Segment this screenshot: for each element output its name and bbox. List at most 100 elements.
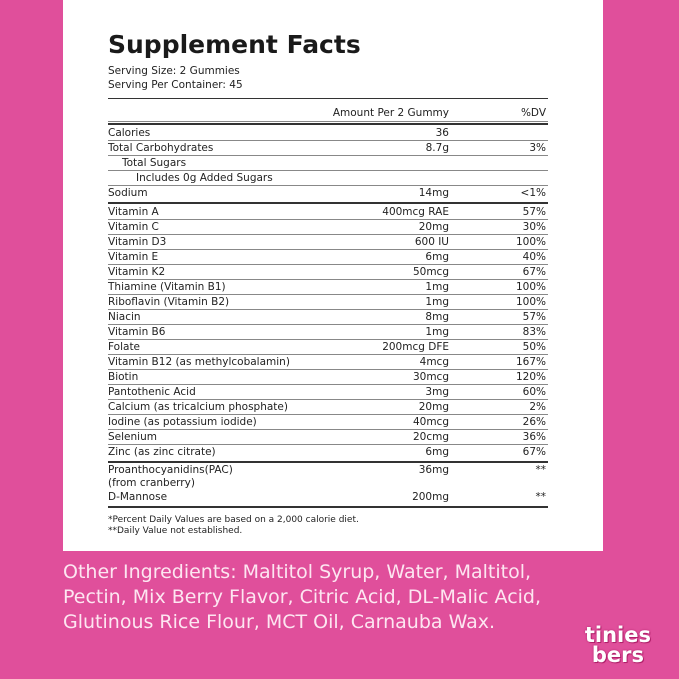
nutrient-name: Vitamin B12 (as methylcobalamin) <box>108 356 290 368</box>
amount: 1mg <box>425 326 449 338</box>
daily-value: ** <box>535 464 547 476</box>
amount: 600 IU <box>414 236 449 248</box>
daily-value: 100% <box>515 236 546 248</box>
nutrient-name: D-Mannose <box>108 491 168 503</box>
nutrient-name: Vitamin K2 <box>108 266 166 278</box>
daily-value: 60% <box>522 386 546 398</box>
table-row: Vitamin A 400mcg RAE 57% <box>108 205 548 220</box>
table-row: Iodine (as potassium iodide) 40mcg 26% <box>108 415 548 430</box>
table-row: Vitamin B6 1mg 83% <box>108 325 548 340</box>
table-row: Selenium 20cmg 36% <box>108 430 548 445</box>
nutrient-name: Calcium (as tricalcium phosphate) <box>108 401 288 413</box>
nutrient-name: Riboflavin (Vitamin B2) <box>108 296 230 308</box>
table-row: Calories 36 <box>108 126 548 141</box>
table-row: D-Mannose 200mg ** <box>108 490 548 505</box>
table-row: Pantothenic Acid 3mg 60% <box>108 385 548 400</box>
table-row: Biotin 30mcg 120% <box>108 370 548 385</box>
nutrient-name: Proanthocyanidins(PAC) <box>108 464 233 476</box>
nutrient-name: Zinc (as zinc citrate) <box>108 446 216 458</box>
daily-value: 67% <box>522 446 546 458</box>
nutrient-name: Folate <box>108 341 141 353</box>
amount: 200mcg DFE <box>382 341 449 353</box>
logo-text: bers <box>591 643 644 667</box>
column-header: %DV <box>520 107 546 119</box>
daily-value: 57% <box>522 206 546 218</box>
amount: 30mcg <box>412 371 449 383</box>
nutrient-name: Vitamin D3 <box>108 236 167 248</box>
other-ingredients: Other Ingredients: Maltitol Syrup, Water… <box>63 561 542 633</box>
amount: 6mg <box>425 446 449 458</box>
table-row: Niacin 8mg 57% <box>108 310 548 325</box>
nutrient-name: Selenium <box>108 431 157 443</box>
divider <box>108 202 548 204</box>
table-row: Vitamin C 20mg 30% <box>108 220 548 235</box>
nutrient-name: Calories <box>108 127 151 139</box>
amount: 14mg <box>418 187 449 199</box>
logo: tinies bers <box>584 623 651 667</box>
amount: 8mg <box>425 311 449 323</box>
amount: 200mg <box>412 491 449 503</box>
footnotes: *Percent Daily Values are based on a 2,0… <box>108 509 548 537</box>
logo-text: tinies <box>584 623 651 647</box>
table-header: Amount Per 2 Gummy %DV <box>108 98 548 122</box>
divider <box>108 123 548 125</box>
daily-value: 120% <box>515 371 546 383</box>
daily-value: ** <box>535 491 547 503</box>
table-row: Includes 0g Added Sugars <box>108 171 548 186</box>
amount: 4mcg <box>419 356 449 368</box>
amount: 20cmg <box>412 431 449 443</box>
nutrient-name: Vitamin C <box>108 221 159 233</box>
title: Supplement Facts <box>108 30 361 59</box>
facts-table: Amount Per 2 Gummy %DV Calories 36 Total C… <box>108 98 548 537</box>
table-row: Vitamin D3 600 IU 100% <box>108 235 548 250</box>
daily-value: 3% <box>529 142 546 154</box>
divider <box>108 461 548 463</box>
nutrient-name: Total Sugars <box>122 157 187 169</box>
daily-value: 57% <box>522 311 546 323</box>
amount: 1mg <box>425 281 449 293</box>
nutrient-name: Niacin <box>108 311 141 323</box>
nutrient-name: Thiamine (Vitamin B1) <box>108 281 226 293</box>
amount: 50mcg <box>412 266 449 278</box>
table-row: Folate 200mcg DFE 50% <box>108 340 548 355</box>
amount: 20mg <box>418 221 449 233</box>
nutrient-name: Vitamin E <box>108 251 159 263</box>
table-row: Zinc (as zinc citrate) 6mg 67% <box>108 445 548 460</box>
table-row: Proanthocyanidins(PAC) 36mg ** <box>108 464 548 477</box>
amount: 20mg <box>418 401 449 413</box>
table-row: Total Sugars <box>108 156 548 171</box>
daily-value: <1% <box>520 187 546 199</box>
amount: 36mg <box>418 464 449 476</box>
nutrient-name: Sodium <box>108 187 148 199</box>
nutrient-name: Vitamin A <box>108 206 159 218</box>
serving-per-container: Serving Per Container: 45 <box>108 79 243 91</box>
nutrient-name: Includes 0g Added Sugars <box>136 172 273 184</box>
footnote: *Percent Daily Values are based on a 2,0… <box>108 515 359 525</box>
nutrient-name: Total Carbohydrates <box>108 142 214 154</box>
daily-value: 40% <box>522 251 546 263</box>
daily-value: 100% <box>515 281 546 293</box>
column-header: Amount Per 2 Gummy <box>332 107 449 119</box>
table-row: Thiamine (Vitamin B1) 1mg 100% <box>108 280 548 295</box>
daily-value: 30% <box>522 221 546 233</box>
amount: 40mcg <box>412 416 449 428</box>
table-row: Calcium (as tricalcium phosphate) 20mg 2% <box>108 400 548 415</box>
nutrient-name: Iodine (as potassium iodide) <box>108 416 257 428</box>
amount: 6mg <box>425 251 449 263</box>
amount: 400mcg RAE <box>382 206 449 218</box>
nutrient-name: (from cranberry) <box>108 477 195 489</box>
nutrient-name: Pantothenic Acid <box>108 386 196 398</box>
daily-value: 67% <box>522 266 546 278</box>
daily-value: 2% <box>529 401 546 413</box>
table-row: Vitamin E 6mg 40% <box>108 250 548 265</box>
table-row: Vitamin K2 50mcg 67% <box>108 265 548 280</box>
table-row: Sodium 14mg <1% <box>108 186 548 201</box>
table-row: Vitamin B12 (as methylcobalamin) 4mcg 167% <box>108 355 548 370</box>
nutrient-name: Vitamin B6 <box>108 326 166 338</box>
table-row: (from cranberry) <box>108 477 548 490</box>
amount: 1mg <box>425 296 449 308</box>
daily-value: 26% <box>522 416 546 428</box>
divider <box>108 506 548 508</box>
daily-value: 50% <box>522 341 546 353</box>
